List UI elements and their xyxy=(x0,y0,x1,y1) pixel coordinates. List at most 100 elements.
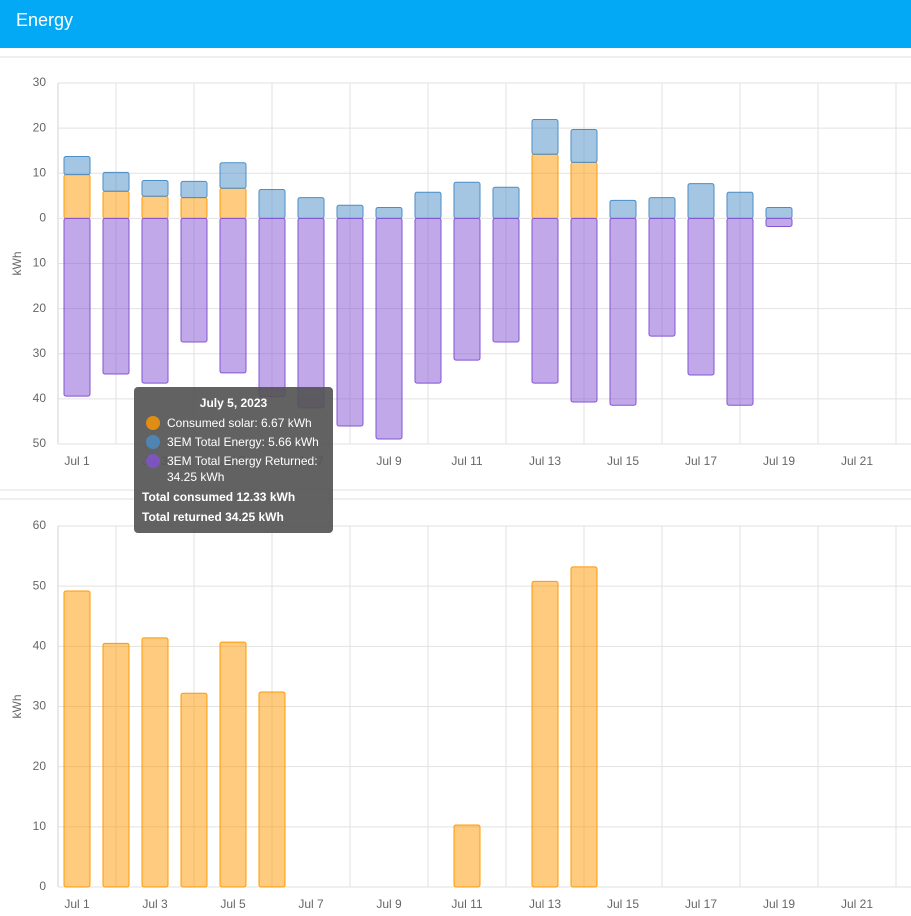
y-tick-label: 10 xyxy=(33,256,47,270)
bar xyxy=(726,191,754,219)
bar xyxy=(336,217,364,427)
x-tick-label: Jul 17 xyxy=(685,897,717,911)
x-tick-label: Jul 11 xyxy=(451,454,482,468)
y-tick-label: 30 xyxy=(33,346,47,360)
bar xyxy=(726,217,754,406)
header-title: Energy xyxy=(16,10,73,30)
bar xyxy=(63,156,91,176)
bar xyxy=(531,217,559,384)
y-tick-label: 60 xyxy=(33,518,47,532)
bar xyxy=(531,580,559,888)
tooltip-text: 3EM Total Energy: 5.66 kWh xyxy=(167,435,319,449)
x-tick-label: Jul 3 xyxy=(142,897,168,911)
bar xyxy=(375,207,403,219)
bar xyxy=(453,217,481,361)
bar xyxy=(570,161,598,219)
bar xyxy=(258,217,286,398)
x-tick-label: Jul 15 xyxy=(607,897,639,911)
y-axis-label: kWh xyxy=(10,695,24,719)
bar xyxy=(63,217,91,397)
bar xyxy=(297,197,325,219)
bar xyxy=(219,162,247,189)
bar xyxy=(180,197,208,219)
app-header xyxy=(0,0,911,48)
bar xyxy=(648,217,676,337)
tooltip-item: 3EM Total Energy: 5.66 kWh xyxy=(142,434,325,450)
bar xyxy=(219,217,247,374)
x-tick-label: Jul 13 xyxy=(529,454,561,468)
bar xyxy=(180,692,208,888)
y-axis-label: kWh xyxy=(10,252,24,276)
bar xyxy=(141,195,169,219)
bar xyxy=(609,217,637,406)
x-tick-label: Jul 11 xyxy=(451,897,482,911)
bar xyxy=(375,217,403,440)
bar xyxy=(297,217,325,409)
bar xyxy=(609,199,637,219)
bar xyxy=(258,188,286,219)
bar xyxy=(336,204,364,219)
bar xyxy=(219,641,247,888)
tooltip-footer: Total consumed 12.33 kWh xyxy=(142,490,296,504)
y-tick-label: 10 xyxy=(33,165,47,179)
bar xyxy=(570,566,598,888)
bar xyxy=(141,637,169,888)
bar xyxy=(219,187,247,219)
tooltip-text: 3EM Total Energy Returned: 34.25 kWh xyxy=(167,454,318,484)
bar xyxy=(180,180,208,199)
y-tick-label: 30 xyxy=(33,699,47,713)
y-tick-label: 0 xyxy=(39,211,46,225)
bar xyxy=(63,590,91,888)
tooltip-item: Consumed solar: 6.67 kWh xyxy=(142,415,325,431)
y-tick-label: 40 xyxy=(33,639,47,653)
x-tick-label: Jul 19 xyxy=(763,454,795,468)
x-tick-label: Jul 1 xyxy=(64,454,90,468)
bar xyxy=(141,179,169,197)
y-tick-label: 30 xyxy=(33,75,47,89)
y-tick-label: 40 xyxy=(33,391,47,405)
tooltip-footer: Total returned 34.25 kWh xyxy=(142,510,284,524)
bar xyxy=(141,217,169,384)
x-tick-label: Jul 19 xyxy=(763,897,795,911)
legend-swatch xyxy=(146,435,160,449)
bar xyxy=(531,119,559,155)
x-tick-label: Jul 9 xyxy=(376,897,402,911)
x-tick-label: Jul 9 xyxy=(376,454,402,468)
x-tick-label: Jul 7 xyxy=(298,897,324,911)
y-tick-label: 0 xyxy=(39,879,46,893)
bar xyxy=(102,217,130,375)
tooltip-text: Consumed solar: 6.67 kWh xyxy=(167,416,312,430)
bar xyxy=(453,824,481,888)
x-tick-label: Jul 17 xyxy=(685,454,717,468)
bar xyxy=(63,174,91,219)
y-tick-label: 20 xyxy=(33,759,47,773)
bar xyxy=(687,183,715,219)
x-tick-label: Jul 5 xyxy=(220,897,246,911)
y-tick-label: 10 xyxy=(33,819,47,833)
bar xyxy=(765,217,793,227)
bar xyxy=(102,171,130,192)
tooltip: July 5, 2023 Consumed solar: 6.67 kWh 3EM … xyxy=(134,387,333,533)
bar xyxy=(102,190,130,219)
bar xyxy=(531,153,559,219)
bar xyxy=(414,217,442,384)
bar xyxy=(492,186,520,219)
x-tick-label: Jul 21 xyxy=(841,454,873,468)
tooltip-title: July 5, 2023 xyxy=(199,396,268,410)
bar xyxy=(648,197,676,219)
bar xyxy=(414,191,442,219)
x-tick-label: Jul 15 xyxy=(607,454,639,468)
legend-swatch xyxy=(146,454,160,468)
bar xyxy=(687,217,715,376)
tooltip-item: 3EM Total Energy Returned: 34.25 kWh xyxy=(142,453,325,485)
bar xyxy=(765,207,793,219)
bar xyxy=(570,217,598,403)
bar xyxy=(102,642,130,888)
legend-swatch xyxy=(146,416,160,430)
x-tick-label: Jul 13 xyxy=(529,897,561,911)
y-tick-label: 50 xyxy=(33,436,47,450)
x-tick-label: Jul 1 xyxy=(64,897,90,911)
bar xyxy=(258,691,286,888)
